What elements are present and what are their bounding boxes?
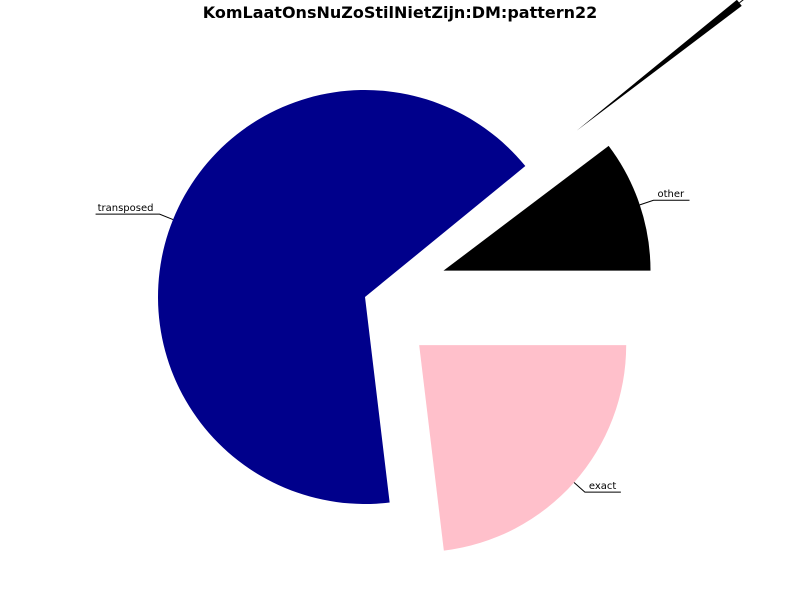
pie-slice-exact (419, 345, 627, 551)
slice-label-transposed: transposed (98, 203, 154, 214)
pie-slice-other (443, 145, 651, 271)
slice-label-exact: exact (589, 481, 617, 492)
leader-line-unlabeled (739, 0, 744, 4)
chart-title: KomLaatOnsNuZoStilNietZijn:DM:pattern22 (202, 3, 598, 22)
pie-labels: other transposed exact (95, 0, 744, 493)
leader-line-transposed (95, 213, 174, 221)
pie-slice-transposed (158, 89, 526, 504)
pie-slice-unlabeled (576, 0, 742, 131)
slice-label-other: other (657, 189, 685, 200)
pie-slices (158, 0, 742, 551)
leader-line-exact (573, 482, 621, 493)
leader-line-other (639, 199, 690, 206)
